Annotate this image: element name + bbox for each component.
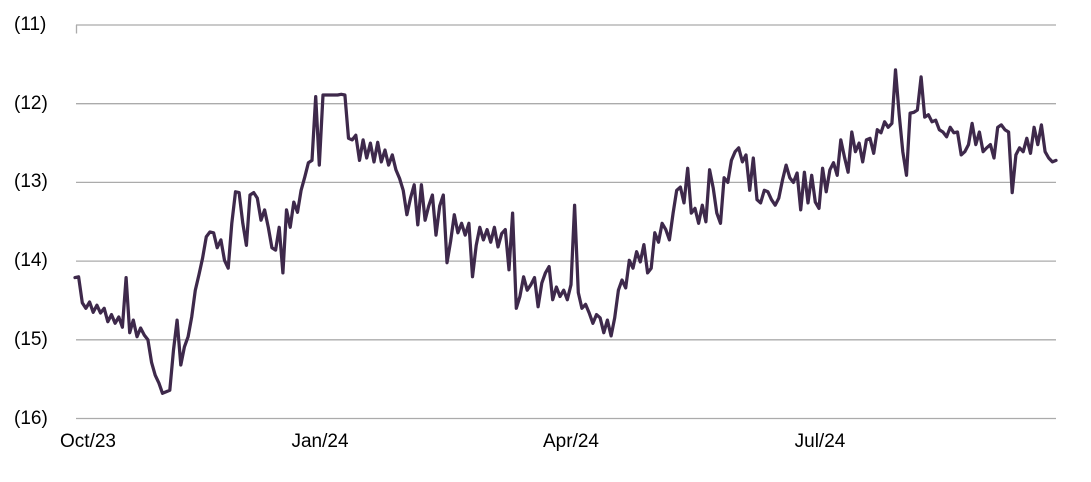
y-axis-tick-label: (15) [14,329,48,350]
y-axis-tick-label: (16) [14,408,48,429]
horizontal-gridlines [76,24,1056,420]
x-axis-tick-label: Jan/24 [291,431,349,452]
x-axis-tick-label: Apr/24 [543,431,599,452]
x-axis-tick-label: Oct/23 [60,431,116,452]
data-series-line [73,68,1058,395]
x-axis-tick-label: Jul/24 [794,431,846,452]
y-axis-tick-label: (13) [14,171,48,192]
y-axis-tick-label: (12) [14,93,48,114]
y-axis-tick-label: (11) [14,14,47,35]
y-axis-tick-label: (14) [14,250,48,271]
